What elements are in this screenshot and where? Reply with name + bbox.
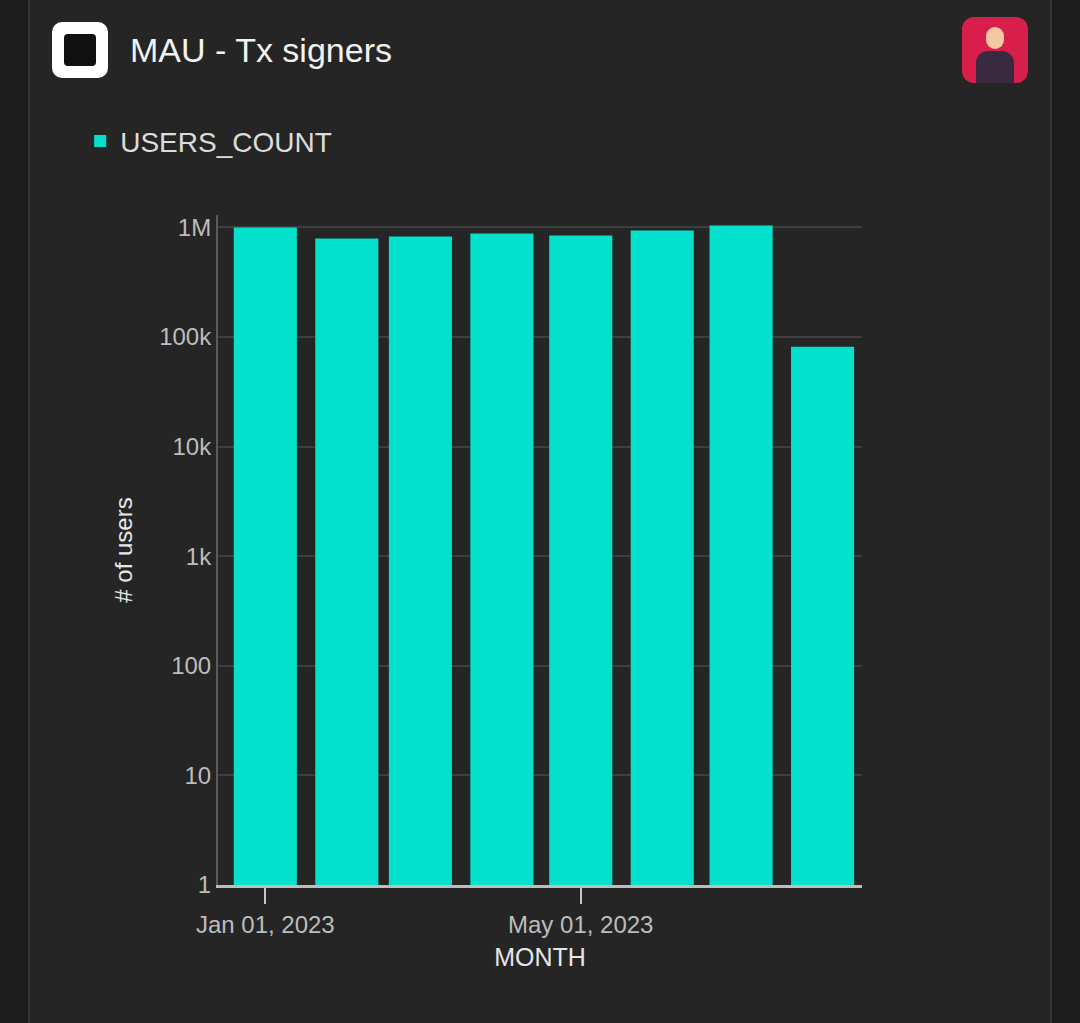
svg-text:May 01, 2023: May 01, 2023 — [508, 911, 653, 938]
svg-text:1: 1 — [198, 871, 211, 898]
html-text:MAU - Tx signers: MAU - Tx signers — [130, 31, 392, 69]
svg-text:# of users: # of users — [110, 497, 137, 602]
svg-text:Jan 01, 2023: Jan 01, 2023 — [196, 911, 335, 938]
svg-text:10k: 10k — [172, 433, 212, 460]
svg-text:1k: 1k — [186, 543, 212, 570]
svg-text:100: 100 — [171, 652, 211, 679]
svg-text:10: 10 — [184, 762, 211, 789]
svg-text:100k: 100k — [159, 323, 212, 350]
svg-text:1M: 1M — [178, 214, 211, 241]
svg-text:USERS_COUNT: USERS_COUNT — [120, 127, 332, 158]
svg-text:MONTH: MONTH — [494, 943, 586, 971]
